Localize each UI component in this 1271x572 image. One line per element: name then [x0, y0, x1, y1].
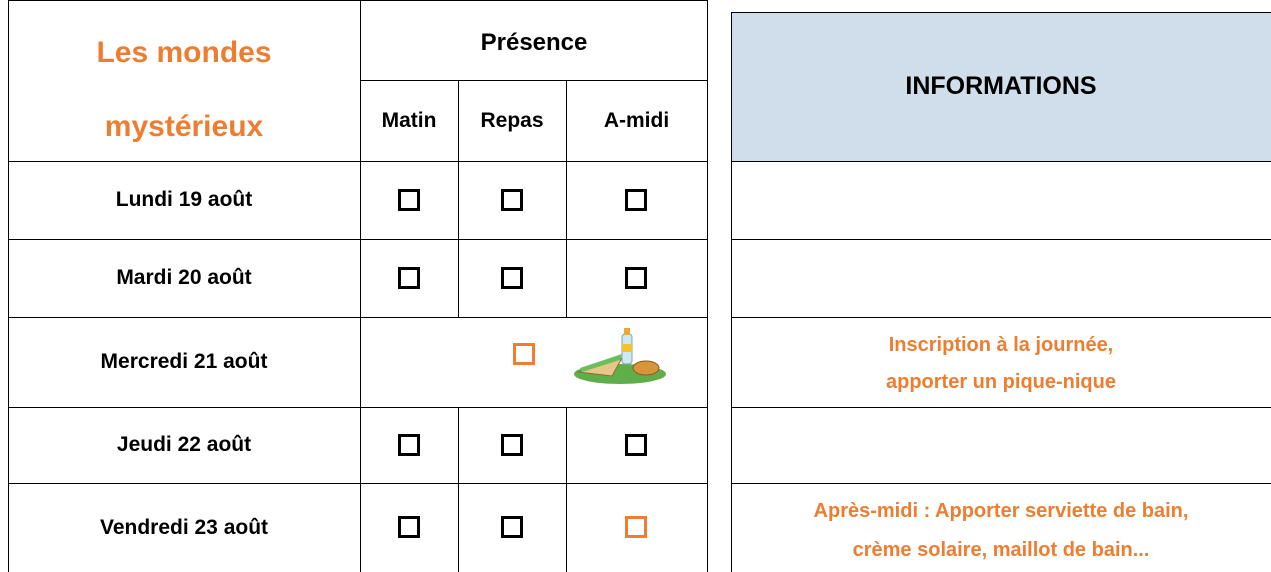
presence-header: Présence: [480, 29, 588, 56]
day-label: Vendredi 23 août: [99, 515, 269, 539]
border: [8, 483, 708, 484]
note-line: Inscription à la journée,: [888, 333, 1114, 356]
border: [8, 407, 708, 408]
border: [458, 80, 459, 317]
title-line: mystérieux: [104, 110, 264, 143]
day-label: Jeudi 22 août: [116, 433, 252, 456]
checkbox[interactable]: [501, 434, 523, 456]
border: [731, 239, 1271, 240]
checkbox[interactable]: [398, 434, 420, 456]
border: [8, 0, 9, 572]
border: [8, 239, 708, 240]
checkbox[interactable]: [398, 516, 420, 538]
column-header: Matin: [381, 108, 437, 132]
column-header: Repas: [480, 108, 544, 132]
checkbox[interactable]: [625, 267, 647, 289]
day-label: Mercredi 21 août: [100, 350, 268, 373]
checkbox[interactable]: [625, 516, 647, 538]
note-line: crème solaire, maillot de bain...: [852, 538, 1150, 561]
border: [8, 317, 708, 318]
checkbox[interactable]: [625, 189, 647, 211]
checkbox[interactable]: [501, 267, 523, 289]
checkbox[interactable]: [501, 189, 523, 211]
checkbox[interactable]: [398, 189, 420, 211]
border: [8, 161, 708, 162]
checkbox[interactable]: [398, 267, 420, 289]
day-label: Lundi 19 août: [115, 188, 253, 211]
note-line: Après-midi : Apporter serviette de bain,: [813, 499, 1189, 522]
border: [731, 12, 732, 572]
day-label: Mardi 20 août: [116, 266, 252, 289]
header-bg: [731, 12, 1271, 161]
checkbox[interactable]: [501, 516, 523, 538]
checkbox[interactable]: [625, 434, 647, 456]
border: [8, 0, 708, 1]
border: [731, 161, 1271, 162]
border: [707, 0, 708, 572]
border: [731, 317, 1271, 318]
border: [731, 12, 1271, 13]
info-header: INFORMATIONS: [905, 72, 1097, 100]
border: [458, 407, 459, 572]
border: [731, 407, 1271, 408]
border: [566, 407, 567, 572]
border: [731, 483, 1271, 484]
border: [360, 80, 708, 81]
column-header: A-midi: [603, 108, 670, 132]
title-line: Les mondes: [96, 36, 272, 69]
note-line: apporter un pique-nique: [886, 370, 1116, 393]
border: [360, 0, 361, 572]
border: [566, 80, 567, 317]
checkbox[interactable]: [513, 343, 535, 365]
picnic-icon: [574, 328, 666, 384]
